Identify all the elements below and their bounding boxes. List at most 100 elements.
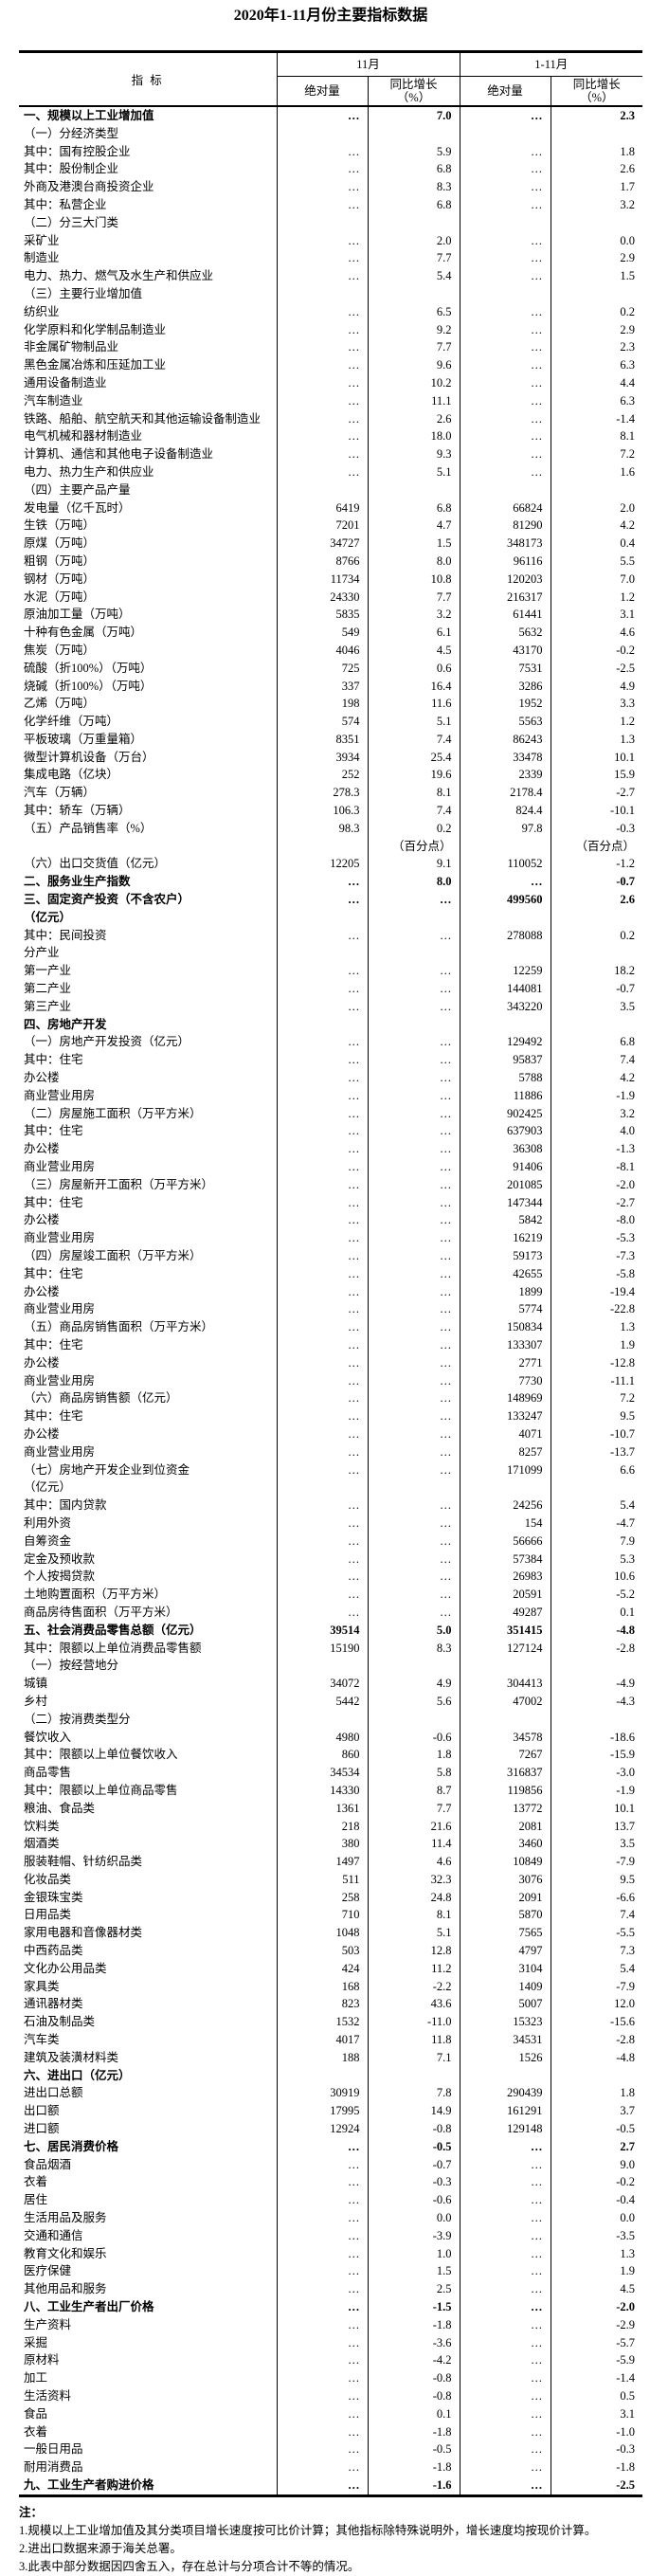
value-cell: …	[367, 1532, 460, 1551]
value-cell: -10.7	[550, 1424, 643, 1443]
table-row: （六）商品房销售额（亿元）…… 148969 7.2	[19, 1389, 643, 1408]
table-row: 其中：轿车（万辆） 106.3 7.4 824.4 -10.1	[19, 802, 643, 820]
value-cell: 3.2	[550, 195, 643, 214]
value-cell: -2.5	[550, 659, 643, 678]
value-cell: -2.8	[550, 1639, 643, 1658]
value-cell: 637903	[459, 1122, 551, 1141]
indicator-cell: 办公楼	[24, 1142, 60, 1156]
value-cell: 1.9	[550, 1335, 643, 1354]
value-cell: 0.6	[367, 659, 460, 678]
value-cell	[367, 1710, 460, 1729]
value-cell	[276, 481, 368, 499]
value-cell: -11.0	[367, 2013, 460, 2032]
indicator-cell: 四、房地产开发	[24, 1017, 107, 1031]
value-cell: …	[459, 267, 551, 285]
indicator-cell: 钢材（万吨）	[24, 571, 96, 586]
value-cell	[550, 481, 643, 499]
indicator-cell: 办公楼	[24, 1426, 60, 1441]
table-row: （二）按消费类型分	[19, 1710, 643, 1729]
value-cell	[459, 481, 551, 499]
value-cell: 21.6	[367, 1817, 460, 1836]
value-cell: …	[367, 1175, 460, 1194]
value-cell: 6.1	[367, 624, 460, 642]
value-cell: …	[276, 2155, 368, 2174]
value-cell: -5.5	[550, 1924, 643, 1943]
indicator-cell: 第三产业	[24, 999, 72, 1013]
value-cell: 16219	[459, 1229, 551, 1247]
indicator-cell: （七）房地产开发企业到位资金 （亿元）	[24, 1462, 190, 1495]
value-cell: …	[367, 1069, 460, 1087]
value-cell: …	[276, 1211, 368, 1230]
notes-label: 注：	[19, 2505, 44, 2519]
table-row: 进出口总额 30919 7.8 290439 1.8	[19, 2084, 643, 2103]
value-cell: 26983	[459, 1568, 551, 1587]
value-cell: 12.0	[550, 1995, 643, 2014]
value-cell: 1.5	[367, 535, 460, 553]
notes: 注： 1.规模以上工业增加值及其分类项目增长速度按可比价计算；其他指标除特殊说明…	[19, 2504, 635, 2576]
table-row: 电力、热力生产和供应业… 5.1… 1.6	[19, 463, 643, 481]
indicator-cell: 其他用品和服务	[24, 2282, 107, 2296]
value-cell: …	[276, 2422, 368, 2441]
value-cell: 168	[276, 1977, 368, 1996]
indicator-cell: 进口额	[24, 2122, 60, 2136]
table-row: 集成电路（亿块） 252 19.6 2339 15.9	[19, 766, 643, 785]
value-cell: 1.3	[550, 2244, 643, 2263]
value-cell: …	[276, 160, 368, 179]
indicator-cell: 办公楼	[24, 1284, 60, 1298]
indicator-cell: 其中：限额以上单位消费品零售额	[24, 1641, 202, 1655]
table-row: 城镇 34072 4.9 304413 -4.9	[19, 1675, 643, 1693]
value-cell: -2.5	[550, 2476, 643, 2496]
table-row: 其中：住宅…… 95837 7.4	[19, 1051, 643, 1070]
indicator-cell: 商业营业用房	[24, 1444, 96, 1459]
indicator-cell: 其中：私营企业	[24, 197, 107, 211]
table-row: 电力、热力、燃气及水生产和供应业… 5.4… 1.5	[19, 267, 643, 285]
value-cell: …	[459, 391, 551, 410]
indicator-cell: 中西药品类	[24, 1944, 83, 1958]
indicator-cell: 办公楼	[24, 1355, 60, 1370]
table-row: 办公楼…… 5788 4.2	[19, 1069, 643, 1087]
value-cell: 154	[459, 1514, 551, 1533]
value-cell: …	[459, 2476, 551, 2496]
indicator-cell: 水泥（万吨）	[24, 590, 96, 604]
value-cell: …	[367, 1033, 460, 1052]
value-cell: …	[367, 1353, 460, 1372]
value-cell: 1526	[459, 2048, 551, 2067]
value-cell: …	[367, 1550, 460, 1569]
value-cell: …	[276, 1532, 368, 1551]
value-cell: 3.3	[550, 695, 643, 714]
value-cell: …	[367, 1514, 460, 1533]
value-cell: -4.2	[367, 2351, 460, 2370]
value-cell	[550, 124, 643, 143]
value-cell: …	[459, 2226, 551, 2245]
value-cell	[550, 944, 643, 963]
value-cell: -8.0	[550, 1211, 643, 1230]
value-cell: …	[276, 1051, 368, 1070]
indicator-cell: 电气机械和器材制造业	[24, 429, 143, 444]
value-cell: -0.8	[367, 2120, 460, 2138]
value-cell: -0.2	[550, 2173, 643, 2192]
value-cell: 5774	[459, 1300, 551, 1319]
table-row: 九、工业生产者购进价格… -1.6… -2.5	[19, 2476, 643, 2496]
value-cell: …	[276, 891, 368, 927]
value-cell: …	[276, 267, 368, 285]
value-cell: 32.3	[367, 1870, 460, 1889]
table-row: 微型计算机设备（万台） 3934 25.4 33478 10.1	[19, 748, 643, 767]
value-cell: …	[276, 463, 368, 481]
indicator-cell: 五、社会消费品零售总额（亿元）	[24, 1623, 202, 1637]
indicator-cell: 乡村	[24, 1694, 48, 1708]
value-cell: …	[367, 1497, 460, 1515]
value-cell	[459, 1015, 551, 1034]
value-cell: 7730	[459, 1371, 551, 1390]
indicator-cell: （二）分三大门类	[24, 215, 119, 229]
table-row: 采矿业… 2.0… 0.0	[19, 231, 643, 250]
table-row: 生铁（万吨） 7201 4.7 81290 4.2	[19, 517, 643, 535]
value-cell: 316837	[459, 1764, 551, 1782]
value-cell: 7.4	[550, 1051, 643, 1070]
value-cell: 24330	[276, 588, 368, 607]
table-row: 第三产业…… 343220 3.5	[19, 997, 643, 1016]
value-cell: 188	[276, 2048, 368, 2067]
table-row: 办公楼…… 2771 -12.8	[19, 1353, 643, 1372]
value-cell: …	[276, 2298, 368, 2316]
value-cell: 34578	[459, 1728, 551, 1747]
value-cell: 2178.4	[459, 784, 551, 803]
